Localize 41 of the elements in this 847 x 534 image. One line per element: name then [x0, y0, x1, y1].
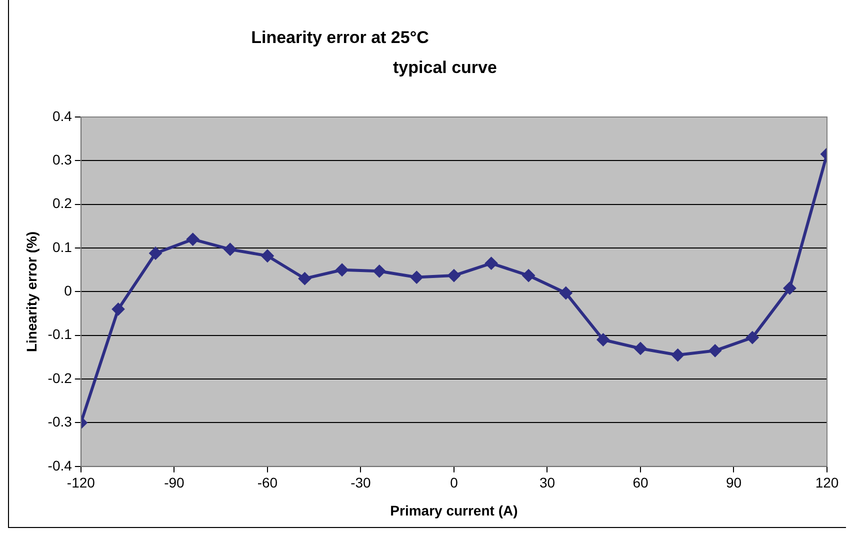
- point: [336, 263, 349, 276]
- point: [484, 256, 498, 270]
- x-axis-title: Primary current (A): [390, 502, 518, 518]
- point: [708, 344, 722, 358]
- point: [522, 269, 536, 282]
- point: [783, 282, 796, 295]
- y-tick-label: -0.2: [48, 370, 72, 386]
- x-tick-label: 30: [539, 474, 556, 491]
- point: [298, 272, 312, 286]
- y-tick-label: -0.3: [48, 414, 72, 430]
- point: [746, 331, 759, 344]
- x-tick-label: -120: [66, 474, 96, 491]
- chart-title: Linearity error at 25°C: [250, 28, 430, 48]
- x-tick-label: 120: [815, 474, 839, 491]
- point: [410, 270, 424, 284]
- y-axis-title: Linearity error (%): [23, 231, 40, 352]
- x-tick-label: -30: [350, 474, 372, 491]
- point: [559, 286, 572, 300]
- y-tick-label: -0.1: [48, 326, 72, 342]
- point: [260, 249, 274, 262]
- point: [447, 269, 460, 282]
- chart-subtitle: typical curve: [392, 58, 498, 78]
- point: [671, 348, 684, 362]
- y-tick-label: 0.1: [52, 238, 72, 255]
- y-tick-label: 0.4: [52, 108, 72, 124]
- point: [149, 246, 162, 260]
- y-tick-label: 0.2: [52, 195, 72, 212]
- x-tick-label: -60: [257, 474, 278, 491]
- y-tick-label: 0: [64, 282, 72, 299]
- point: [224, 242, 237, 256]
- point: [634, 342, 647, 355]
- y-tick-label: -0.4: [48, 457, 72, 474]
- point: [186, 232, 200, 246]
- point: [112, 302, 125, 316]
- x-tick-label: 60: [632, 474, 648, 491]
- point: [596, 333, 610, 346]
- x-tick-label: -90: [164, 474, 185, 491]
- y-tick-label: 0.3: [52, 152, 72, 168]
- x-tick-label: 0: [450, 474, 458, 491]
- point: [372, 264, 386, 278]
- x-tick-label: 90: [726, 474, 742, 491]
